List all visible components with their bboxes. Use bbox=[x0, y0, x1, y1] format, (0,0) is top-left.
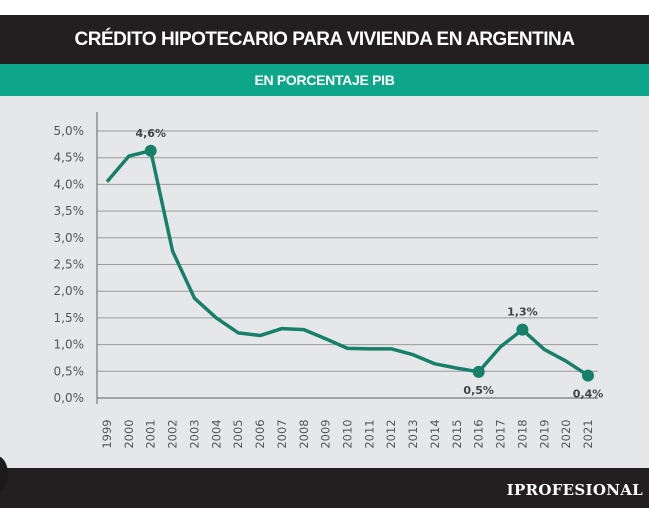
brand-logo: IPROFESIONAL bbox=[506, 481, 643, 499]
y-tick-label: 3,5% bbox=[54, 204, 85, 218]
x-tick-label: 2010 bbox=[341, 419, 355, 448]
y-tick-label: 4,5% bbox=[54, 151, 85, 165]
x-tick-label: 2016 bbox=[472, 419, 486, 448]
data-label: 4,6% bbox=[135, 127, 166, 140]
data-label: 0,5% bbox=[463, 384, 494, 397]
x-tick-label: 2001 bbox=[144, 419, 158, 448]
x-tick-label: 2017 bbox=[494, 419, 508, 448]
series-line bbox=[105, 149, 589, 378]
x-tick-label: 2004 bbox=[209, 419, 223, 448]
x-tick-label: 2002 bbox=[166, 419, 180, 448]
x-tick-label: 2003 bbox=[187, 419, 201, 448]
highlight-marker bbox=[144, 144, 157, 157]
x-tick-label: 2015 bbox=[450, 419, 464, 448]
chart-subtitle: EN PORCENTAJE PIB bbox=[0, 64, 649, 96]
data-label: 1,3% bbox=[507, 306, 538, 319]
data-label: 0,4% bbox=[573, 388, 604, 401]
x-tick-label: 2008 bbox=[297, 419, 311, 448]
y-tick-label: 2,5% bbox=[54, 258, 85, 272]
y-tick-label: 1,0% bbox=[54, 338, 85, 352]
x-tick-label: 2020 bbox=[559, 419, 573, 448]
x-tick-label: 2005 bbox=[231, 419, 245, 448]
y-tick-label: 0,0% bbox=[54, 391, 85, 405]
y-tick-label: 0,5% bbox=[54, 364, 85, 378]
y-tick-label: 3,0% bbox=[54, 231, 85, 245]
highlight-marker bbox=[516, 323, 529, 336]
x-tick-label: 1999 bbox=[100, 419, 114, 448]
footer: IPROFESIONAL bbox=[0, 468, 649, 508]
x-tick-label: 2006 bbox=[253, 419, 267, 448]
scroll-edge-button[interactable] bbox=[0, 456, 8, 492]
highlight-marker bbox=[582, 369, 594, 382]
highlight-marker bbox=[472, 365, 485, 378]
y-tick-label: 4,0% bbox=[54, 177, 85, 191]
x-tick-label: 2012 bbox=[384, 419, 398, 448]
chart-title: CRÉDITO HIPOTECARIO PARA VIVIENDA EN ARG… bbox=[0, 15, 649, 64]
y-tick-label: 1,5% bbox=[54, 311, 85, 325]
x-tick-label: 2014 bbox=[428, 419, 442, 448]
x-tick-label: 2013 bbox=[406, 419, 420, 448]
y-tick-label: 5,0% bbox=[54, 124, 85, 138]
x-tick-label: 2009 bbox=[319, 419, 333, 448]
x-tick-label: 2011 bbox=[362, 419, 376, 448]
x-tick-label: 2007 bbox=[275, 419, 289, 448]
x-tick-label: 2021 bbox=[581, 419, 595, 448]
y-tick-label: 2,0% bbox=[54, 284, 85, 298]
x-tick-label: 2018 bbox=[515, 419, 529, 448]
x-tick-label: 2000 bbox=[122, 419, 136, 448]
x-tick-label: 2019 bbox=[537, 419, 551, 448]
